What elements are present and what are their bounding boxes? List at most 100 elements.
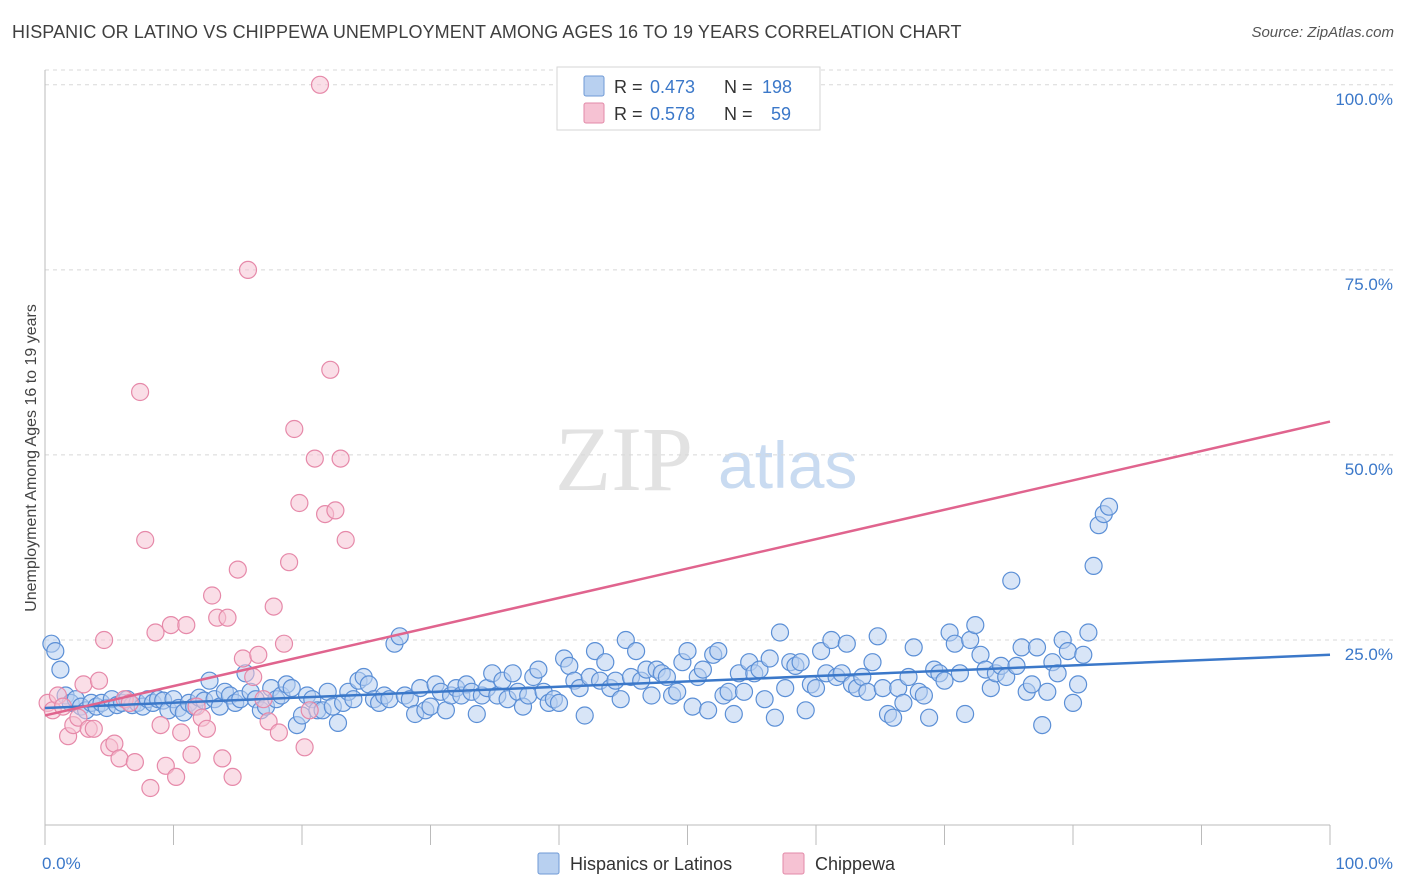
hispanics-point-124 xyxy=(678,641,697,661)
hispanics-point-203 xyxy=(1084,556,1103,576)
chippewa-point-36 xyxy=(223,767,242,787)
chippewa-point-27 xyxy=(177,615,196,635)
chippewa-point-38 xyxy=(233,649,252,668)
hispanics-point-178 xyxy=(955,704,975,724)
hispanics-point-112 xyxy=(616,630,635,650)
hispanics-point-99 xyxy=(549,693,569,713)
chippewa-point-22 xyxy=(151,715,170,735)
hispanics-point-166 xyxy=(894,693,913,713)
hispanics-trend-line xyxy=(44,653,1331,710)
source-label: Source: ZipAtlas.com xyxy=(1251,24,1394,41)
hispanics-point-198 xyxy=(1058,641,1078,661)
hispanics-point-2 xyxy=(51,660,70,679)
hispanics-point-159 xyxy=(858,682,877,701)
legend-swatch-blue xyxy=(583,75,605,97)
hispanics-point-31 xyxy=(200,671,219,690)
chippewa-point-20 xyxy=(141,778,160,798)
chippewa-point-52 xyxy=(305,449,324,468)
hispanics-point-193 xyxy=(1033,715,1052,735)
chippewa-point-45 xyxy=(269,723,288,742)
hispanics-point-47 xyxy=(282,678,301,698)
chippewa-point-9 xyxy=(84,719,103,738)
y-axis-label: Unemployment Among Ages 16 to 19 years xyxy=(23,304,40,612)
chippewa-point-50 xyxy=(295,738,314,757)
x-tick-label-1: 100.0% xyxy=(1335,854,1393,873)
chippewa-point-31 xyxy=(197,719,216,738)
hispanics-point-133 xyxy=(724,704,743,724)
chippewa-point-21 xyxy=(146,623,165,642)
hispanics-point-74 xyxy=(421,697,440,716)
hispanics-point-149 xyxy=(806,678,826,698)
chippewa-point-26 xyxy=(172,723,191,742)
legend-n-value-1: 59 xyxy=(771,104,791,124)
y-tick-label-1: 50.0% xyxy=(1345,460,1393,479)
hispanics-point-194 xyxy=(1038,682,1057,701)
hispanics-point-104 xyxy=(575,706,594,725)
hispanics-point-164 xyxy=(883,708,903,727)
hispanics-point-201 xyxy=(1074,645,1093,664)
legend-swatch-pink xyxy=(583,102,605,124)
hispanics-point-1 xyxy=(46,641,65,661)
hispanics-point-206 xyxy=(1099,497,1119,516)
chippewa-point-16 xyxy=(120,693,139,713)
hispanics-point-132 xyxy=(719,682,738,701)
chippewa-point-11 xyxy=(94,630,114,650)
hispanics-point-146 xyxy=(791,653,810,672)
chippewa-point-34 xyxy=(213,749,232,768)
hispanics-point-59 xyxy=(344,690,363,709)
hispanics-point-95 xyxy=(529,660,548,679)
chippewa-point-10 xyxy=(89,671,109,690)
hispanics-point-187 xyxy=(1002,571,1021,590)
hispanics-point-150 xyxy=(811,641,831,661)
chippewa-point-48 xyxy=(285,419,304,439)
watermark-zip: ZIP xyxy=(555,408,693,510)
chippewa-point-51 xyxy=(300,701,319,720)
hispanics-point-177 xyxy=(950,664,970,683)
chippewa-point-40 xyxy=(244,667,263,687)
series-hispanics-points xyxy=(42,497,1119,735)
chippewa-point-19 xyxy=(136,530,155,550)
bottom-legend-swatch-pink xyxy=(782,852,805,875)
x-tick-label-0: 0.0% xyxy=(42,854,81,873)
legend-n-label-0: N = xyxy=(724,77,753,97)
chippewa-point-39 xyxy=(238,260,258,279)
hispanics-point-117 xyxy=(642,686,661,705)
hispanics-point-90 xyxy=(503,664,522,683)
chippewa-trend-line xyxy=(44,420,1331,717)
chippewa-point-14 xyxy=(110,749,129,768)
hispanics-point-170 xyxy=(914,686,934,705)
hispanics-point-162 xyxy=(873,678,892,698)
hispanics-point-192 xyxy=(1027,638,1047,657)
chippewa-point-57 xyxy=(331,449,350,468)
hispanics-point-143 xyxy=(776,678,795,698)
watermark-atlas: atlas xyxy=(718,428,857,502)
hispanics-point-176 xyxy=(945,634,964,653)
chippewa-point-28 xyxy=(182,745,201,764)
legend-r-value-0: 0.473 xyxy=(650,77,695,97)
hispanics-point-93 xyxy=(519,686,538,705)
hispanics-point-174 xyxy=(935,671,954,690)
hispanics-point-127 xyxy=(693,660,713,679)
hispanics-point-189 xyxy=(1012,638,1031,657)
bottom-legend-swatch-blue xyxy=(537,852,560,875)
hispanics-point-139 xyxy=(755,690,774,709)
hispanics-point-160 xyxy=(863,653,882,672)
chippewa-point-24 xyxy=(161,615,180,635)
hispanics-point-56 xyxy=(328,713,348,733)
hispanics-point-122 xyxy=(668,682,687,701)
legend-r-label-0: R = xyxy=(614,77,643,97)
hispanics-point-110 xyxy=(606,671,625,690)
hispanics-point-83 xyxy=(467,704,486,724)
legend-n-value-0: 198 xyxy=(762,77,792,97)
chippewa-point-37 xyxy=(228,560,247,579)
hispanics-point-199 xyxy=(1063,693,1083,713)
chippewa-point-18 xyxy=(131,382,150,402)
hispanics-point-202 xyxy=(1079,623,1098,642)
hispanics-point-108 xyxy=(596,653,615,672)
hispanics-point-135 xyxy=(734,682,754,701)
legend-r-label-1: R = xyxy=(614,104,643,124)
bottom-legend-label-chippewa: Chippewa xyxy=(815,854,896,874)
chippewa-point-23 xyxy=(156,756,175,775)
hispanics-point-180 xyxy=(966,615,985,635)
